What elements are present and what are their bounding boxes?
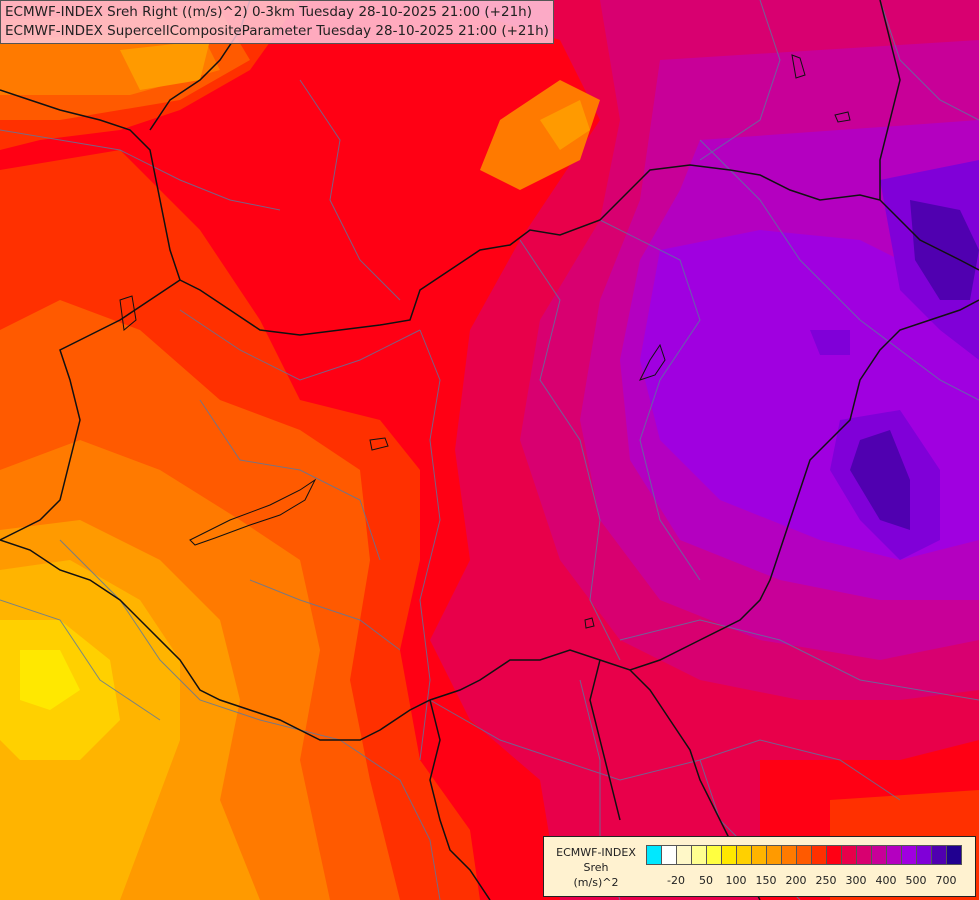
legend-swatch	[706, 845, 722, 865]
legend-swatch	[901, 845, 917, 865]
legend-tick-label: 150	[755, 874, 777, 887]
map-title-box: ECMWF-INDEX Sreh Right ((m/s)^2) 0-3km T…	[0, 0, 554, 44]
legend-parameter: Sreh	[583, 861, 609, 874]
legend-tick-label: 50	[699, 874, 713, 887]
legend-swatch	[736, 845, 752, 865]
legend-swatch	[661, 845, 677, 865]
color-legend: ECMWF-INDEX Sreh (m/s)^2 -20 50 100 150 200 2…	[543, 836, 976, 897]
legend-swatch	[781, 845, 797, 865]
field-indigo-spot	[810, 330, 850, 355]
legend-source: ECMWF-INDEX	[556, 846, 636, 859]
legend-swatch	[841, 845, 857, 865]
map-title-line-2: ECMWF-INDEX SupercellCompositeParameter …	[5, 23, 549, 39]
legend-ticks: -20 50 100 150 200 250 300 400 500 700	[646, 874, 976, 890]
legend-tick-label: 250	[815, 874, 837, 887]
legend-swatch	[721, 845, 737, 865]
legend-tick-label: 500	[905, 874, 927, 887]
legend-swatch	[796, 845, 812, 865]
legend-swatch	[646, 845, 662, 865]
field-deepindigo-east	[850, 430, 910, 530]
legend-tick-label: 200	[785, 874, 807, 887]
legend-swatch	[811, 845, 827, 865]
legend-swatch	[691, 845, 707, 865]
legend-swatch	[871, 845, 887, 865]
map-title-line-1: ECMWF-INDEX Sreh Right ((m/s)^2) 0-3km T…	[5, 4, 532, 20]
lakes	[119, 54, 851, 629]
legend-tick-label: -20	[667, 874, 685, 887]
field-deepindigo-northeast	[910, 200, 979, 300]
legend-tick-label: 100	[725, 874, 747, 887]
legend-swatch	[826, 845, 842, 865]
legend-unit: (m/s)^2	[573, 876, 619, 889]
legend-swatch	[856, 845, 872, 865]
legend-tick-label: 300	[845, 874, 867, 887]
field-orange3-north	[120, 40, 210, 90]
legend-swatches	[646, 845, 962, 865]
legend-swatch	[946, 845, 962, 865]
legend-swatch	[916, 845, 932, 865]
legend-swatch	[886, 845, 902, 865]
legend-tick-label: 700	[935, 874, 957, 887]
legend-swatch	[751, 845, 767, 865]
legend-swatch	[766, 845, 782, 865]
legend-titles: ECMWF-INDEX Sreh (m/s)^2	[548, 845, 644, 890]
field-amber-blob-north	[540, 100, 590, 150]
legend-swatch	[931, 845, 947, 865]
field-yellow2-southwest	[20, 650, 80, 710]
legend-swatch	[676, 845, 692, 865]
legend-tick-label: 400	[875, 874, 897, 887]
